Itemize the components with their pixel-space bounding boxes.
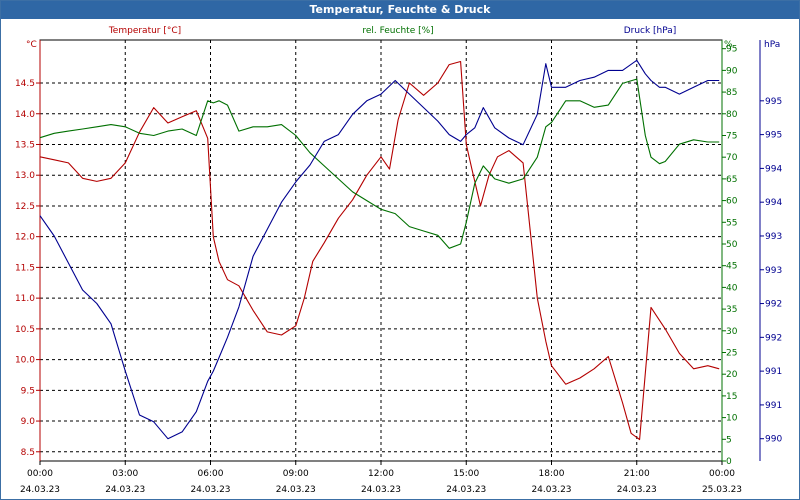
humidity-tick-label: 95 [726,45,737,55]
temperature-tick-label: 11.0 [15,294,35,304]
temperature-legend: Temperatur [°C] [108,26,181,36]
humidity-tick-label: 5 [726,435,732,445]
temperature-tick-label: 14.5 [15,79,35,89]
series-lines [39,59,720,441]
humidity-tick-label: 55 [726,218,737,228]
humidity-tick-label: 90 [726,66,738,76]
temperature-series-line [39,60,720,441]
temperature-tick-label: 9.0 [21,417,36,427]
pressure-tick-label: 994 [765,198,782,208]
x-tick-label-date: 24.03.23 [446,485,486,495]
temperature-tick-label: 10.5 [15,325,35,335]
humidity-tick-label: 10 [726,414,738,424]
temperature-tick-label: 13.0 [15,171,35,181]
temperature-tick-label: 13.5 [15,140,35,150]
humidity-tick-label: 85 [726,88,737,98]
pressure-tick-label: 994 [765,164,782,174]
humidity-tick-label: 15 [726,392,737,402]
pressure-tick-label: 991 [765,401,782,411]
humidity-tick-label: 60 [726,197,738,207]
humidity-tick-label: 45 [726,262,737,272]
pressure-unit: hPa [764,40,780,50]
x-tick-label-date: 24.03.23 [190,485,230,495]
x-tick-label-time: 18:00 [539,469,565,479]
x-tick-label-date: 24.03.23 [276,485,316,495]
x-tick-label-time: 12:00 [368,469,394,479]
x-tick-label-time: 03:00 [112,469,138,479]
pressure-tick-label: 992 [765,300,782,310]
humidity-tick-label: 40 [726,283,738,293]
humidity-legend: rel. Feuchte [%] [362,26,433,36]
pressure-legend: Druck [hPa] [624,26,677,36]
temperature-tick-label: 9.5 [21,386,35,396]
x-tick-label-time: 09:00 [283,469,309,479]
x-tick-label-time: 00:00 [709,469,735,479]
humidity-series-line [39,78,720,249]
pressure-tick-label: 993 [765,266,782,276]
pressure-tick-label: 990 [765,435,782,445]
x-tick-label-time: 15:00 [453,469,479,479]
humidity-tick-label: 30 [726,327,738,337]
humidity-tick-label: 35 [726,305,737,315]
axes [36,40,764,465]
pressure-tick-label: 991 [765,367,782,377]
pressure-tick-label: 992 [765,333,782,343]
humidity-unit: % [724,40,733,50]
grid [39,39,723,462]
temperature-tick-label: 10.0 [15,356,35,366]
chart-title: Temperatur, Feuchte & Druck [1,1,799,19]
pressure-tick-label: 995 [765,131,782,141]
x-tick-label-date: 24.03.23 [20,485,60,495]
humidity-tick-label: 0 [726,457,732,467]
temperature-tick-label: 11.5 [15,263,35,273]
x-tick-label-time: 21:00 [624,469,650,479]
x-tick-label-date: 24.03.23 [361,485,401,495]
temperature-tick-label: 12.0 [15,233,35,243]
humidity-tick-label: 50 [726,240,738,250]
humidity-tick-label: 70 [726,153,738,163]
temperature-unit: °C [26,40,37,50]
temperature-tick-label: 14.0 [15,110,35,120]
humidity-tick-label: 75 [726,131,737,141]
x-tick-label-date: 24.03.23 [105,485,145,495]
pressure-tick-label: 993 [765,232,782,242]
pressure-series-line [39,59,720,440]
x-tick-label-date: 24.03.23 [617,485,657,495]
humidity-tick-label: 25 [726,348,737,358]
temperature-tick-label: 12.5 [15,202,35,212]
temperature-tick-label: 8.5 [21,448,35,458]
axis-labels: 00:00 24.03.23 03:00 24.03.23 06:00 24.03.23 0… [15,26,782,495]
x-tick-label-time: 00:00 [27,469,53,479]
x-tick-label-time: 06:00 [198,469,224,479]
humidity-tick-label: 20 [726,370,738,380]
humidity-tick-label: 65 [726,175,737,185]
pressure-tick-label: 995 [765,97,782,107]
x-tick-label-date: 25.03.23 [702,485,742,495]
humidity-tick-label: 80 [726,110,738,120]
x-tick-label-date: 24.03.23 [531,485,571,495]
